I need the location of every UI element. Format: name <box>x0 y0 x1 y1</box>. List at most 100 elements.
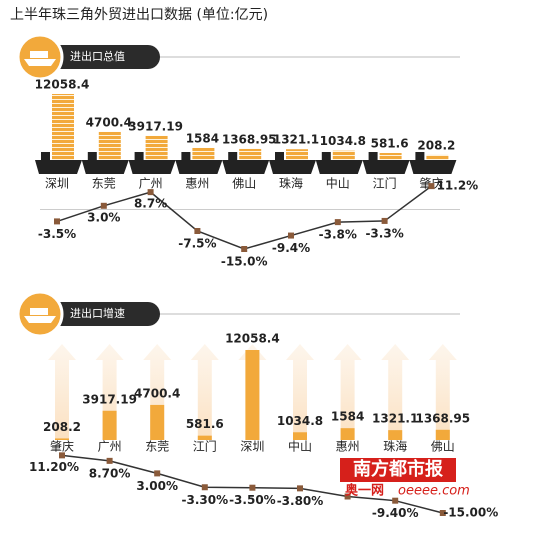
growth-label: 3.0% <box>87 210 120 224</box>
growth-marker <box>100 202 107 209</box>
x-tick-label: 惠州 <box>336 440 360 454</box>
x-tick-label: 深圳 <box>45 177 69 191</box>
watermark-url: oeeee.com <box>398 484 470 499</box>
value-label: 4700.4 <box>86 115 132 129</box>
container-bar <box>52 94 74 160</box>
arrow <box>428 344 457 440</box>
ship <box>81 152 129 174</box>
x-tick-label: 东莞 <box>145 440 169 454</box>
growth-label: -3.80% <box>277 494 324 508</box>
bar <box>293 432 307 440</box>
badge-text: 进出口增速 <box>70 306 125 320</box>
x-tick-label: 江门 <box>373 176 397 191</box>
x-tick-label: 江门 <box>193 439 217 454</box>
x-tick-label: 惠州 <box>185 177 209 191</box>
growth-marker <box>381 217 388 224</box>
container-bar <box>426 154 449 160</box>
growth-label: 3.00% <box>136 479 178 493</box>
ship <box>362 152 410 174</box>
growth-marker <box>288 232 294 239</box>
growth-label: -3.8% <box>319 228 357 242</box>
arrow <box>190 344 219 440</box>
growth-label: -15.0% <box>221 255 268 269</box>
growth-marker <box>297 485 303 492</box>
value-label: 1034.8 <box>320 134 366 148</box>
growth-marker <box>249 484 256 491</box>
growth-label: -15.00% <box>443 506 498 520</box>
badge-ship <box>24 308 56 323</box>
ship <box>315 152 363 174</box>
x-tick-label: 中山 <box>288 439 312 454</box>
x-tick-label: 珠海 <box>279 176 303 191</box>
growth-marker <box>241 246 248 252</box>
x-tick-label: 珠海 <box>383 439 407 454</box>
badge-pill <box>40 302 160 326</box>
value-label: 1034.8 <box>277 414 323 428</box>
value-label: 208.2 <box>417 138 455 152</box>
watermark-brand: 南方都市报 <box>353 458 443 480</box>
title: 上半年珠三角外贸进出口数据 (单位:亿元) <box>10 7 268 23</box>
container-bar <box>379 153 402 160</box>
growth-marker <box>154 470 161 477</box>
x-tick-label: 肇庆 <box>419 176 443 191</box>
arrow <box>48 344 76 440</box>
value-label: 581.6 <box>186 417 224 431</box>
value-label: 1584 <box>186 131 219 145</box>
growth-label: -3.50% <box>229 493 276 507</box>
ship <box>222 152 270 174</box>
value-label: 1368.95 <box>222 132 277 146</box>
container-bar <box>98 131 121 160</box>
growth-label: 8.70% <box>89 466 131 480</box>
growth-marker <box>392 497 399 504</box>
growth-label: 8.7% <box>134 197 167 211</box>
growth-label: -3.30% <box>181 493 228 507</box>
growth-marker <box>334 219 341 226</box>
ship <box>35 152 82 174</box>
growth-marker <box>194 228 201 234</box>
container-bar <box>145 135 168 160</box>
growth-marker <box>106 457 113 464</box>
container-bar <box>286 149 308 160</box>
arrow <box>381 344 410 440</box>
badge-ship <box>24 51 56 66</box>
growth-label: 11.2% <box>437 179 479 193</box>
growth-marker <box>201 484 208 491</box>
growth-marker <box>439 510 446 516</box>
x-tick-label: 中山 <box>326 176 350 191</box>
x-tick-label: 广州 <box>139 177 163 191</box>
value-label: 3917.19 <box>128 119 183 133</box>
bar <box>435 429 450 440</box>
badge-pill <box>40 45 160 69</box>
container-bar <box>332 150 355 160</box>
x-tick-label: 佛山 <box>431 440 455 454</box>
value-label: 4700.4 <box>134 386 180 400</box>
x-tick-label: 广州 <box>98 440 122 454</box>
watermark-site: 奥一网 <box>345 483 384 499</box>
x-tick-label: 肇庆 <box>50 439 74 454</box>
x-tick-label: 东莞 <box>92 177 116 191</box>
value-label: 12058.4 <box>35 78 90 92</box>
bar <box>150 404 165 440</box>
badge-line <box>40 56 460 58</box>
growth-marker <box>54 218 60 225</box>
value-label: 1321.1 <box>273 133 319 147</box>
growth-marker <box>428 183 435 190</box>
growth-label: -3.3% <box>365 226 403 240</box>
value-label: 581.6 <box>371 137 409 151</box>
ship <box>175 152 223 174</box>
watermark-box <box>340 458 456 482</box>
bar <box>102 410 117 440</box>
ship <box>409 152 457 174</box>
value-label: 208.2 <box>43 420 81 434</box>
ship <box>128 152 176 174</box>
bar <box>388 430 403 440</box>
growth-marker <box>344 493 351 500</box>
arrow <box>286 344 314 440</box>
bar <box>340 428 355 440</box>
badge-text: 进出口总值 <box>70 49 125 63</box>
growth-label: -3.5% <box>38 227 76 241</box>
x-tick-label: 深圳 <box>240 440 264 454</box>
ship <box>269 152 316 174</box>
value-label: 12058.4 <box>225 332 280 346</box>
